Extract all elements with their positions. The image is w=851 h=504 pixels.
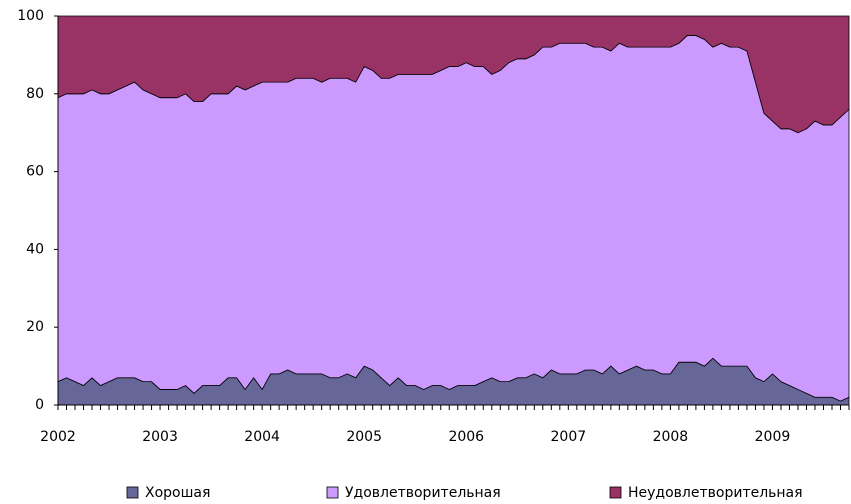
x-tick-label: 2002 bbox=[40, 429, 76, 445]
x-tick-label: 2008 bbox=[653, 429, 689, 445]
legend-swatch bbox=[609, 486, 622, 499]
legend-swatch bbox=[326, 486, 339, 499]
area bbox=[57, 15, 850, 134]
y-tick-label: 20 bbox=[26, 319, 44, 335]
y-tick-label: 0 bbox=[35, 397, 44, 413]
y-tick-label: 40 bbox=[26, 241, 44, 257]
x-tick-label: 2007 bbox=[551, 429, 587, 445]
x-tick-label: 2003 bbox=[142, 429, 178, 445]
legend-label: Неудовлетворительная bbox=[628, 485, 803, 501]
y-tick-label: 100 bbox=[17, 8, 44, 24]
y-tick-label: 80 bbox=[26, 86, 44, 102]
legend-swatch bbox=[126, 486, 139, 499]
x-tick-label: 2005 bbox=[346, 429, 382, 445]
x-tick-label: 2009 bbox=[755, 429, 791, 445]
x-tick-label: 2006 bbox=[448, 429, 484, 445]
legend-label: Удовлетворительная bbox=[345, 485, 501, 501]
legend-label: Хорошая bbox=[145, 485, 210, 501]
y-tick-label: 60 bbox=[26, 164, 44, 180]
x-tick-label: 2004 bbox=[244, 429, 280, 445]
